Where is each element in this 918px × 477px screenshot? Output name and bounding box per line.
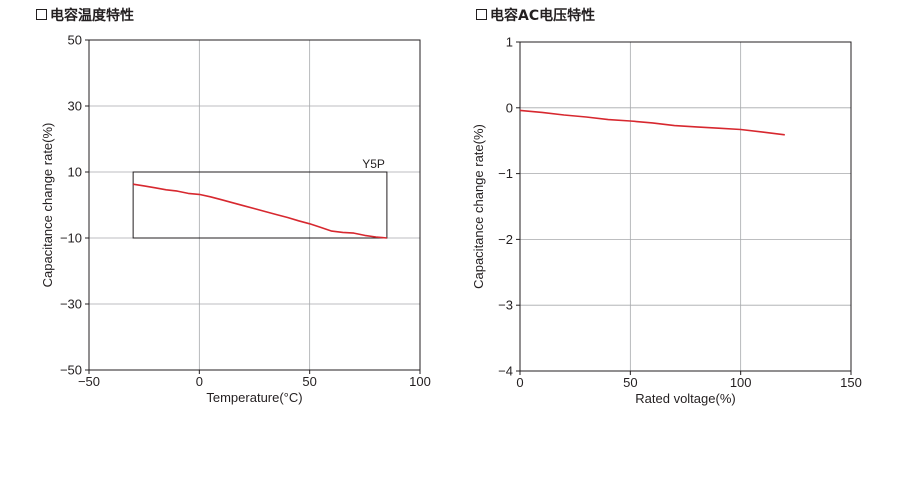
ac-chart-x-tick-label: 0 [516,375,523,390]
ac-chart-x-tick-label: 50 [623,375,637,390]
temp-chart-y-tick-label: −50 [60,363,82,378]
temp-chart-y-axis-label: Capacitance change rate(%) [40,123,55,288]
ac-chart-y-tick-label: −4 [498,364,513,379]
temperature-chart: −50 0 50 100−50−30−10103050Temperature(°C)C… [40,33,431,406]
ac-chart-y-tick-label: 1 [506,35,513,50]
temp-chart-y-tick-label: −10 [60,231,82,246]
temp-chart-y-tick-label: 10 [68,165,82,180]
chart2-title: 电容AC电压特性 [476,5,595,25]
ac-chart-series-line [519,109,785,136]
temp-chart-x-tick-label: 0 [196,374,203,389]
temp-chart-y-tick-label: −30 [60,297,82,312]
temp-chart-x-tick-label: 50 [302,374,316,389]
chart2-title-text: 电容AC电压特性 [490,8,596,24]
temp-chart-y-tick-label: 50 [68,33,82,48]
ac-chart-y-tick-label: −3 [498,298,513,313]
temp-chart-series-line [132,183,387,239]
temp-chart-x-tick-label: 100 [409,374,431,389]
ac-chart-plot-frame [519,41,852,372]
square-bullet-icon [36,9,47,20]
ac-chart-y-tick-label: −2 [498,232,513,247]
ac-chart-y-axis-label: Capacitance change rate(%) [471,124,486,289]
temp-chart-x-tick-label: −50 [78,374,100,389]
ac-chart-x-tick-label: 150 [840,375,862,390]
temp-chart-plot-frame [88,39,421,371]
temp-chart-y-tick-label: 30 [68,99,82,114]
temp-chart-x-axis-label: Temperature(°C) [206,390,302,405]
ac-chart-y-tick-label: −1 [498,166,513,181]
chart1-title-text: 电容温度特性 [50,8,134,24]
ac-chart-x-axis-label: Rated voltage(%) [635,391,735,406]
chart1-title: 电容温度特性 [36,5,134,25]
ac-chart-x-tick-label: 100 [730,375,752,390]
square-bullet-icon [476,9,487,20]
temp-chart-spec-box [132,171,388,239]
ac-chart-y-tick-label: 0 [506,100,513,115]
temp-chart-spec-box-label: Y5P [362,157,385,171]
